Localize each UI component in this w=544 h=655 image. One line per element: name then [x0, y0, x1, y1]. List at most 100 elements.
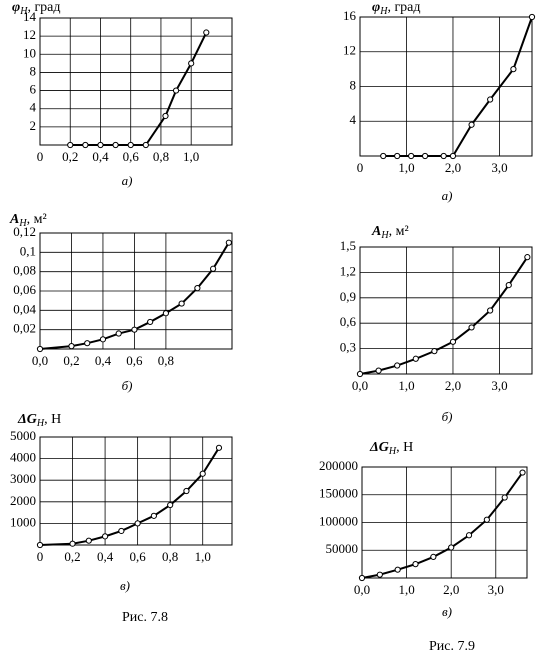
y-label-subscript: Н: [380, 230, 389, 241]
data-point: [431, 348, 438, 355]
y-tick-label: 0,06: [13, 282, 36, 297]
y-tick-label: 0,3: [340, 340, 356, 355]
y-label-unit: , м²: [389, 224, 409, 239]
data-point: [188, 60, 195, 67]
subfigure-caption: б): [442, 409, 453, 424]
y-axis-label: AН, м²: [9, 212, 47, 229]
subfigure-caption: в): [442, 604, 452, 619]
data-point: [394, 152, 401, 160]
y-tick-label: 150000: [319, 486, 358, 501]
x-tick-label: 0,4: [97, 549, 114, 564]
x-tick-label: 0,2: [64, 549, 80, 564]
data-point: [210, 265, 217, 272]
data-point: [147, 318, 154, 326]
data-line: [359, 256, 529, 375]
x-tick-label: 0,8: [158, 353, 174, 368]
x-tick-label: 0,8: [162, 549, 178, 564]
data-line: [39, 447, 220, 546]
data-point: [430, 553, 437, 561]
y-tick-label: 200000: [319, 458, 358, 473]
y-tick-label: 5000: [10, 428, 36, 443]
x-tick-label: 3,0: [488, 582, 504, 597]
y-label-symbol: φ: [372, 0, 380, 15]
x-tick-label: 0,0: [352, 378, 368, 393]
x-tick-label: 0,4: [95, 353, 112, 368]
subfigure-caption: а): [122, 173, 133, 188]
data-point: [394, 566, 401, 573]
y-tick-label: 0,08: [13, 263, 36, 278]
y-tick-label: 4000: [10, 450, 36, 465]
data-point: [215, 444, 223, 451]
y-label-unit: , Н: [396, 440, 413, 455]
data-point: [68, 343, 75, 350]
y-label-unit: , м²: [27, 212, 47, 227]
y-tick-label: 50000: [326, 541, 359, 556]
data-point: [199, 470, 206, 477]
data-line: [70, 32, 208, 146]
data-point: [172, 87, 180, 94]
data-point: [183, 487, 190, 495]
y-tick-label: 100000: [319, 513, 358, 528]
data-point: [36, 345, 44, 353]
plot-frame: [359, 246, 533, 375]
x-tick-label: 1,0: [183, 149, 199, 164]
y-tick-label: 0,9: [340, 289, 356, 304]
y-tick-label: 8: [350, 77, 357, 92]
data-point: [142, 141, 149, 149]
data-line: [361, 471, 524, 579]
data-point: [412, 355, 419, 362]
x-tick-label: 0: [37, 149, 44, 164]
y-tick-label: 12: [23, 27, 36, 42]
data-point: [112, 141, 119, 149]
y-axis-label: ΔGН, Н: [17, 412, 61, 429]
data-point: [118, 527, 125, 535]
data-point: [501, 494, 508, 501]
x-tick-label: 1,0: [398, 378, 414, 393]
data-point: [528, 13, 536, 21]
y-tick-label: 0,04: [13, 301, 36, 316]
y-tick-label: 16: [343, 8, 357, 23]
y-tick-label: 1000: [10, 514, 36, 529]
data-point: [412, 561, 419, 568]
y-label-subscript: Н: [379, 6, 388, 17]
y-tick-label: 6: [30, 82, 37, 97]
x-tick-label: 2,0: [445, 160, 461, 175]
data-point: [82, 141, 89, 149]
data-point: [483, 516, 490, 523]
data-point: [203, 29, 210, 36]
y-tick-label: 2: [30, 118, 37, 133]
y-tick-label: 3000: [10, 471, 36, 486]
data-point: [408, 152, 415, 160]
y-label-subscript: Н: [388, 446, 397, 457]
data-point: [380, 152, 387, 160]
y-tick-label: 0,1: [20, 243, 36, 258]
x-tick-label: 0,6: [130, 549, 147, 564]
y-axis-label: ΔGН, Н: [369, 440, 413, 457]
data-point: [115, 330, 122, 337]
y-label-symbol: A: [371, 224, 381, 239]
y-tick-label: 1,5: [340, 238, 356, 253]
y-tick-label: 0,6: [340, 314, 357, 329]
data-point: [131, 326, 138, 333]
data-point: [376, 571, 383, 578]
data-point: [487, 307, 494, 314]
x-tick-label: 2,0: [443, 582, 459, 597]
data-point: [101, 533, 109, 540]
data-point: [67, 141, 74, 149]
y-tick-label: 8: [30, 63, 37, 78]
y-tick-label: 4: [30, 100, 37, 115]
x-tick-label: 0,8: [153, 149, 169, 164]
data-point: [162, 310, 170, 317]
x-tick-label: 0,0: [32, 353, 48, 368]
y-label-unit: , град: [387, 0, 420, 15]
data-point: [97, 141, 104, 149]
data-point: [524, 254, 531, 261]
data-point: [127, 141, 134, 149]
y-tick-label: 0,02: [13, 321, 36, 336]
data-point: [468, 324, 475, 331]
data-point: [394, 362, 401, 369]
figure-caption: Рис. 7.9: [429, 639, 475, 654]
x-tick-label: 0,2: [63, 353, 79, 368]
data-point: [448, 544, 455, 551]
